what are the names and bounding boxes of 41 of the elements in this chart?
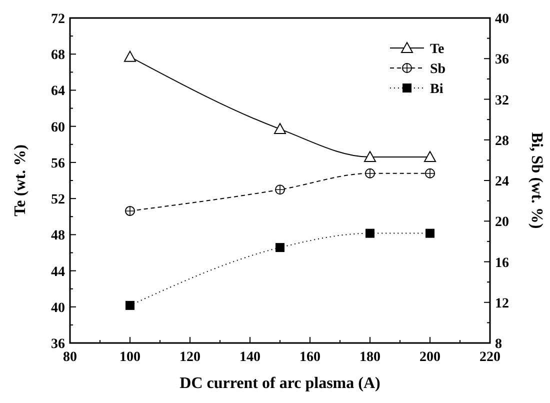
x-tick-label: 80 <box>63 350 77 365</box>
point <box>274 123 286 134</box>
y2-tick-label: 32 <box>495 93 509 108</box>
y2-axis-title: Bi, Sb (wt. %) <box>528 132 545 229</box>
y2-tick-label: 28 <box>495 134 509 149</box>
point <box>366 228 374 238</box>
y-tick-label: 44 <box>51 264 65 280</box>
x-tick-label: 100 <box>120 350 140 365</box>
x-tick-label: 140 <box>240 350 260 365</box>
point <box>124 50 136 62</box>
y2-tick-label: 40 <box>495 12 509 27</box>
legend-label: Sb <box>430 62 446 77</box>
y-tick-label: 68 <box>51 48 65 64</box>
legend-label: Te <box>430 42 444 57</box>
x-tick-label: 220 <box>480 350 500 365</box>
x-tick-label: 180 <box>360 350 380 365</box>
y2-tick-label: 36 <box>495 52 509 68</box>
x-tick-label: 120 <box>180 350 200 365</box>
y2-tick-label: 24 <box>495 174 509 190</box>
y2-tick-label: 20 <box>495 215 509 230</box>
point <box>126 300 134 310</box>
x-tick-label: 160 <box>300 350 320 365</box>
y2-tick-label: 8 <box>495 337 502 352</box>
y-tick-label: 64 <box>51 84 65 100</box>
y-tick-label: 72 <box>51 12 65 27</box>
point <box>424 151 436 162</box>
x-tick-label: 200 <box>420 350 440 365</box>
point <box>276 243 284 252</box>
x-axis-title: DC current of arc plasma (A) <box>180 375 380 392</box>
y2-tick-label: 12 <box>495 296 509 312</box>
point <box>364 151 376 162</box>
y2-tick-label: 16 <box>495 256 509 271</box>
y-tick-label: 60 <box>51 120 65 136</box>
point <box>426 228 434 238</box>
y-axis-title: Te (wt. %) <box>12 144 29 216</box>
y-tick-label: 48 <box>51 228 65 244</box>
y-tick-label: 40 <box>51 300 65 316</box>
y-tick-label: 56 <box>51 156 65 172</box>
legend-label: Bi <box>430 82 444 97</box>
y-tick-label: 52 <box>51 192 65 208</box>
y-tick-label: 36 <box>51 337 65 352</box>
